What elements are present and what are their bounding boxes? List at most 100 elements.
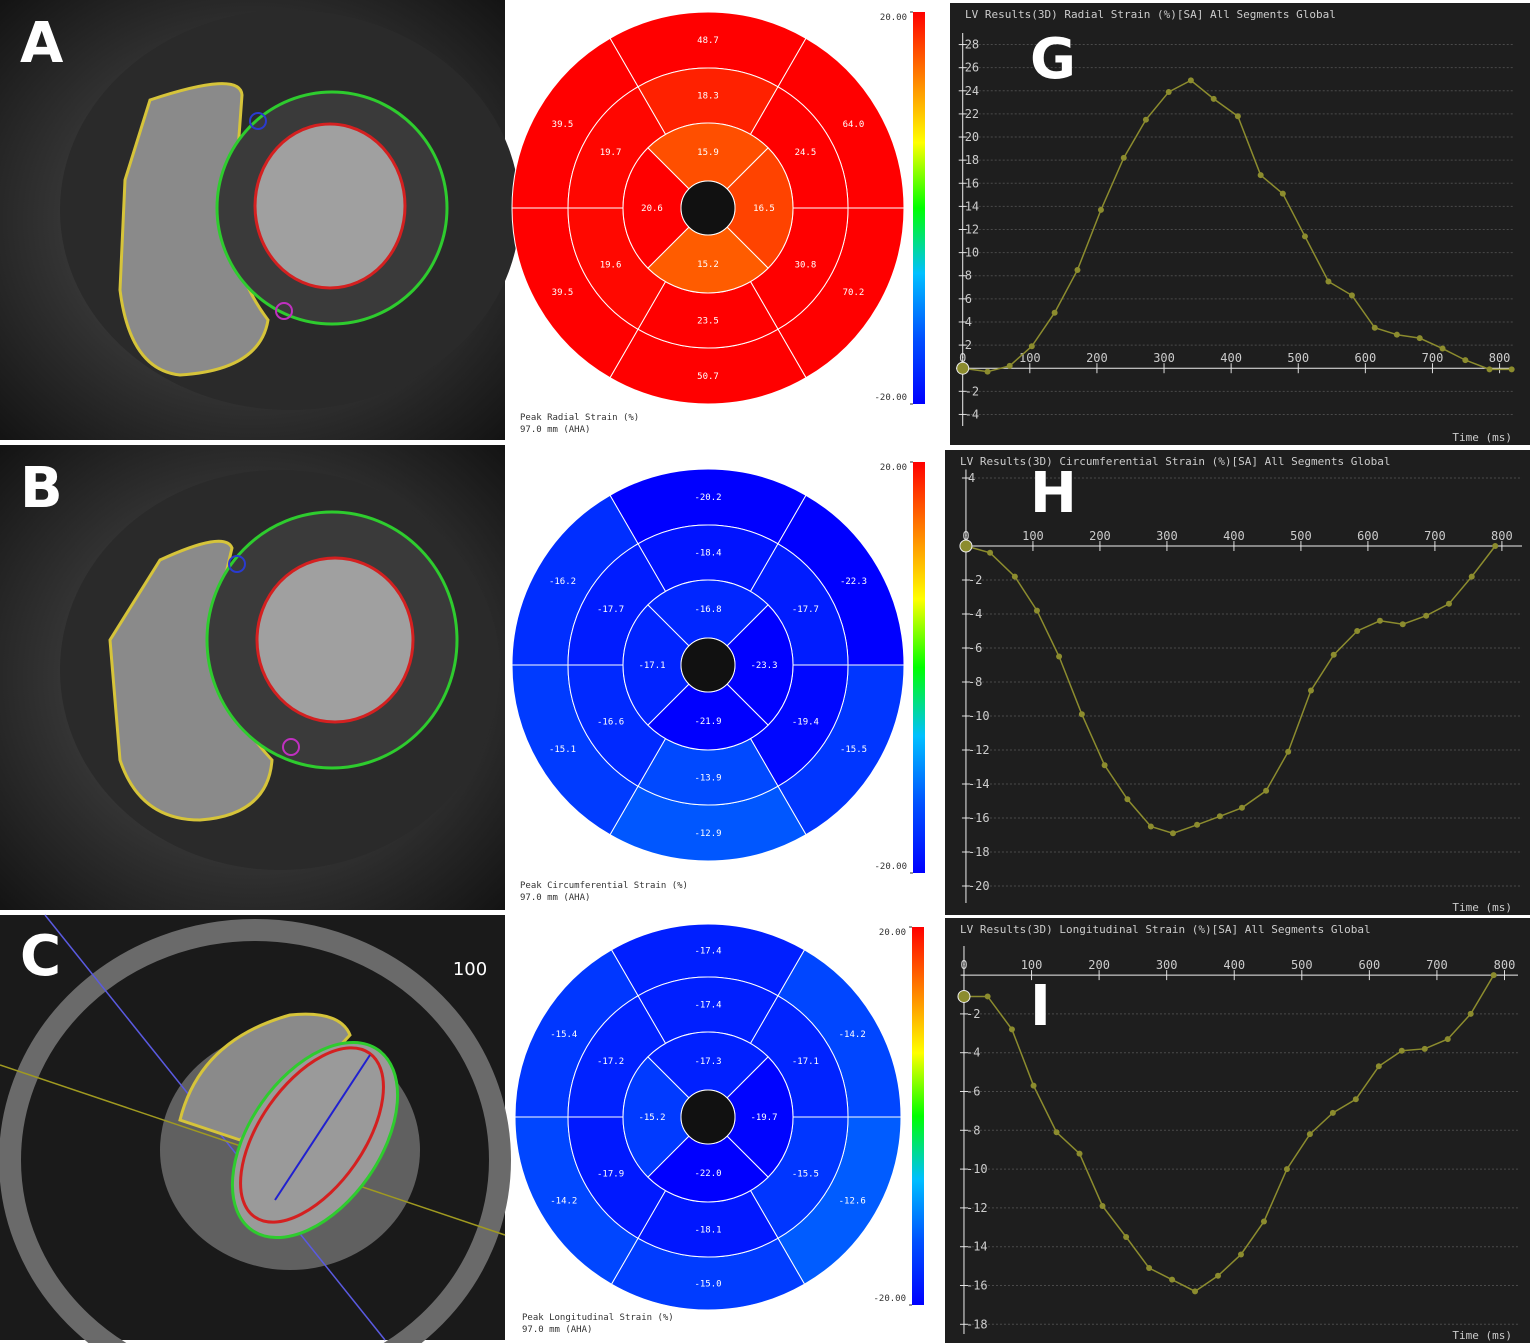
- chart-title: LV Results(3D) Longitudinal Strain (%)[S…: [960, 923, 1371, 936]
- segment-label: 15.2: [697, 260, 719, 270]
- panel-letter: D: [525, 12, 571, 77]
- chart-subtitle: 97.0 mm (AHA): [522, 1325, 592, 1335]
- data-point: [1215, 1272, 1222, 1279]
- segment-label: -12.9: [694, 829, 721, 839]
- y-tick-label: -4: [965, 407, 979, 421]
- data-point: [1257, 172, 1264, 179]
- colorbar-label: -20.00: [874, 862, 907, 872]
- data-point: [1348, 292, 1355, 299]
- y-tick-label: -8: [966, 1123, 980, 1137]
- y-tick-label: 20: [965, 130, 979, 144]
- data-line: [963, 974, 1495, 1293]
- mri-panel-a: A: [0, 0, 520, 440]
- data-point: [1283, 1166, 1290, 1173]
- center-hole: [680, 637, 736, 693]
- x-tick-label: 500: [1287, 351, 1309, 365]
- y-tick-label: -18: [966, 1317, 988, 1331]
- marker: [228, 555, 246, 573]
- segment-label: -15.5: [792, 1169, 819, 1179]
- data-point: [1011, 573, 1018, 580]
- colorbar: [912, 927, 924, 1305]
- data-point: [1486, 366, 1493, 373]
- segment-label: -16.2: [549, 577, 576, 587]
- segment-label: -17.9: [597, 1169, 624, 1179]
- data-point: [1439, 345, 1446, 352]
- segment-label: 19.6: [600, 260, 622, 270]
- segment-label: -15.5: [840, 745, 867, 755]
- segment-label: 19.7: [600, 148, 622, 158]
- rv-contour: [108, 539, 274, 822]
- center-hole: [680, 180, 736, 236]
- data-point: [959, 539, 973, 553]
- x-tick-label: 200: [1088, 958, 1110, 972]
- bullseye-chart: 48.7 64.0 70.2 50.7 39.5 39.5 18.3 24.5 30.8 23.5…: [511, 11, 925, 435]
- chest-wall: [0, 919, 511, 1343]
- panel-letter: I: [1030, 974, 1051, 1039]
- segment-label: 16.5: [753, 204, 775, 214]
- segment-label: -21.9: [694, 717, 721, 727]
- y-tick-label: -10: [968, 709, 990, 723]
- data-point: [1421, 1045, 1428, 1052]
- data-point: [1030, 1082, 1037, 1089]
- y-tick-label: 28: [965, 38, 979, 52]
- data-point: [1123, 1234, 1130, 1240]
- y-tick-label: 8: [965, 269, 972, 283]
- segment-label: -22.0: [694, 1169, 721, 1179]
- x-tick-label: 300: [1156, 529, 1178, 543]
- y-tick-label: -12: [966, 1201, 988, 1215]
- segment-label: -15.2: [638, 1113, 665, 1123]
- x-tick-label: 200: [1089, 529, 1111, 543]
- x-tick-label: 400: [1223, 958, 1245, 972]
- data-point: [1165, 88, 1172, 95]
- x-axis-label: Time (ms): [1452, 901, 1512, 914]
- data-point: [1508, 366, 1515, 373]
- y-tick-label: 22: [965, 107, 979, 121]
- segment-label: -15.4: [550, 1030, 577, 1040]
- data-point: [1194, 821, 1201, 828]
- data-point: [1097, 206, 1104, 213]
- data-point: [1147, 823, 1154, 830]
- bullseye-chart: -17.4 -14.2 -12.6 -15.0 -14.2 -15.4 -17.4 -17.1…: [514, 917, 924, 1335]
- data-point: [1216, 813, 1223, 820]
- chart-background: [950, 3, 1530, 445]
- data-point: [984, 993, 991, 1000]
- y-tick-label: 2: [965, 338, 972, 352]
- line-chart: -18-16-14-12-10-8-6-4-201002003004005006…: [945, 918, 1530, 1343]
- data-point: [1393, 331, 1400, 338]
- y-tick-label: 12: [965, 223, 979, 237]
- y-tick-label: -6: [968, 641, 982, 655]
- data-point: [1325, 278, 1332, 285]
- data-point: [1124, 796, 1131, 803]
- chart-title: Peak Longitudinal Strain (%): [522, 1313, 674, 1323]
- data-line: [965, 545, 1496, 835]
- colorbar-label: 20.00: [880, 13, 907, 23]
- panel-letter: G: [1030, 27, 1076, 92]
- data-point: [1285, 748, 1292, 755]
- segment-label: -13.9: [694, 774, 721, 784]
- x-tick-label: 600: [1359, 958, 1381, 972]
- segment-label: -15.1: [549, 745, 576, 755]
- annotation: 100: [453, 959, 487, 980]
- segment-label: -23.3: [750, 661, 777, 671]
- data-point: [1329, 1109, 1336, 1116]
- x-tick-label: 300: [1153, 351, 1175, 365]
- segment-label: 24.5: [795, 148, 817, 158]
- y-tick-label: 16: [965, 176, 979, 190]
- data-point: [1445, 600, 1452, 607]
- y-tick-label: -18: [968, 845, 990, 859]
- segment-label: -19.4: [792, 717, 819, 727]
- data-point: [1260, 1218, 1267, 1225]
- colorbar-label: 20.00: [879, 928, 906, 938]
- segment-label: -19.7: [750, 1113, 777, 1123]
- y-tick-label: -20: [968, 879, 990, 893]
- x-tick-label: 400: [1223, 529, 1245, 543]
- x-tick-label: 800: [1489, 351, 1511, 365]
- data-point: [1330, 651, 1337, 658]
- x-tick-label: 500: [1290, 529, 1312, 543]
- x-tick-label: 500: [1291, 958, 1313, 972]
- y-tick-label: 4: [968, 471, 975, 485]
- data-point: [1352, 1096, 1359, 1103]
- data-point: [1416, 335, 1423, 342]
- x-tick-label: 600: [1357, 529, 1379, 543]
- segment-label: -12.6: [839, 1196, 866, 1206]
